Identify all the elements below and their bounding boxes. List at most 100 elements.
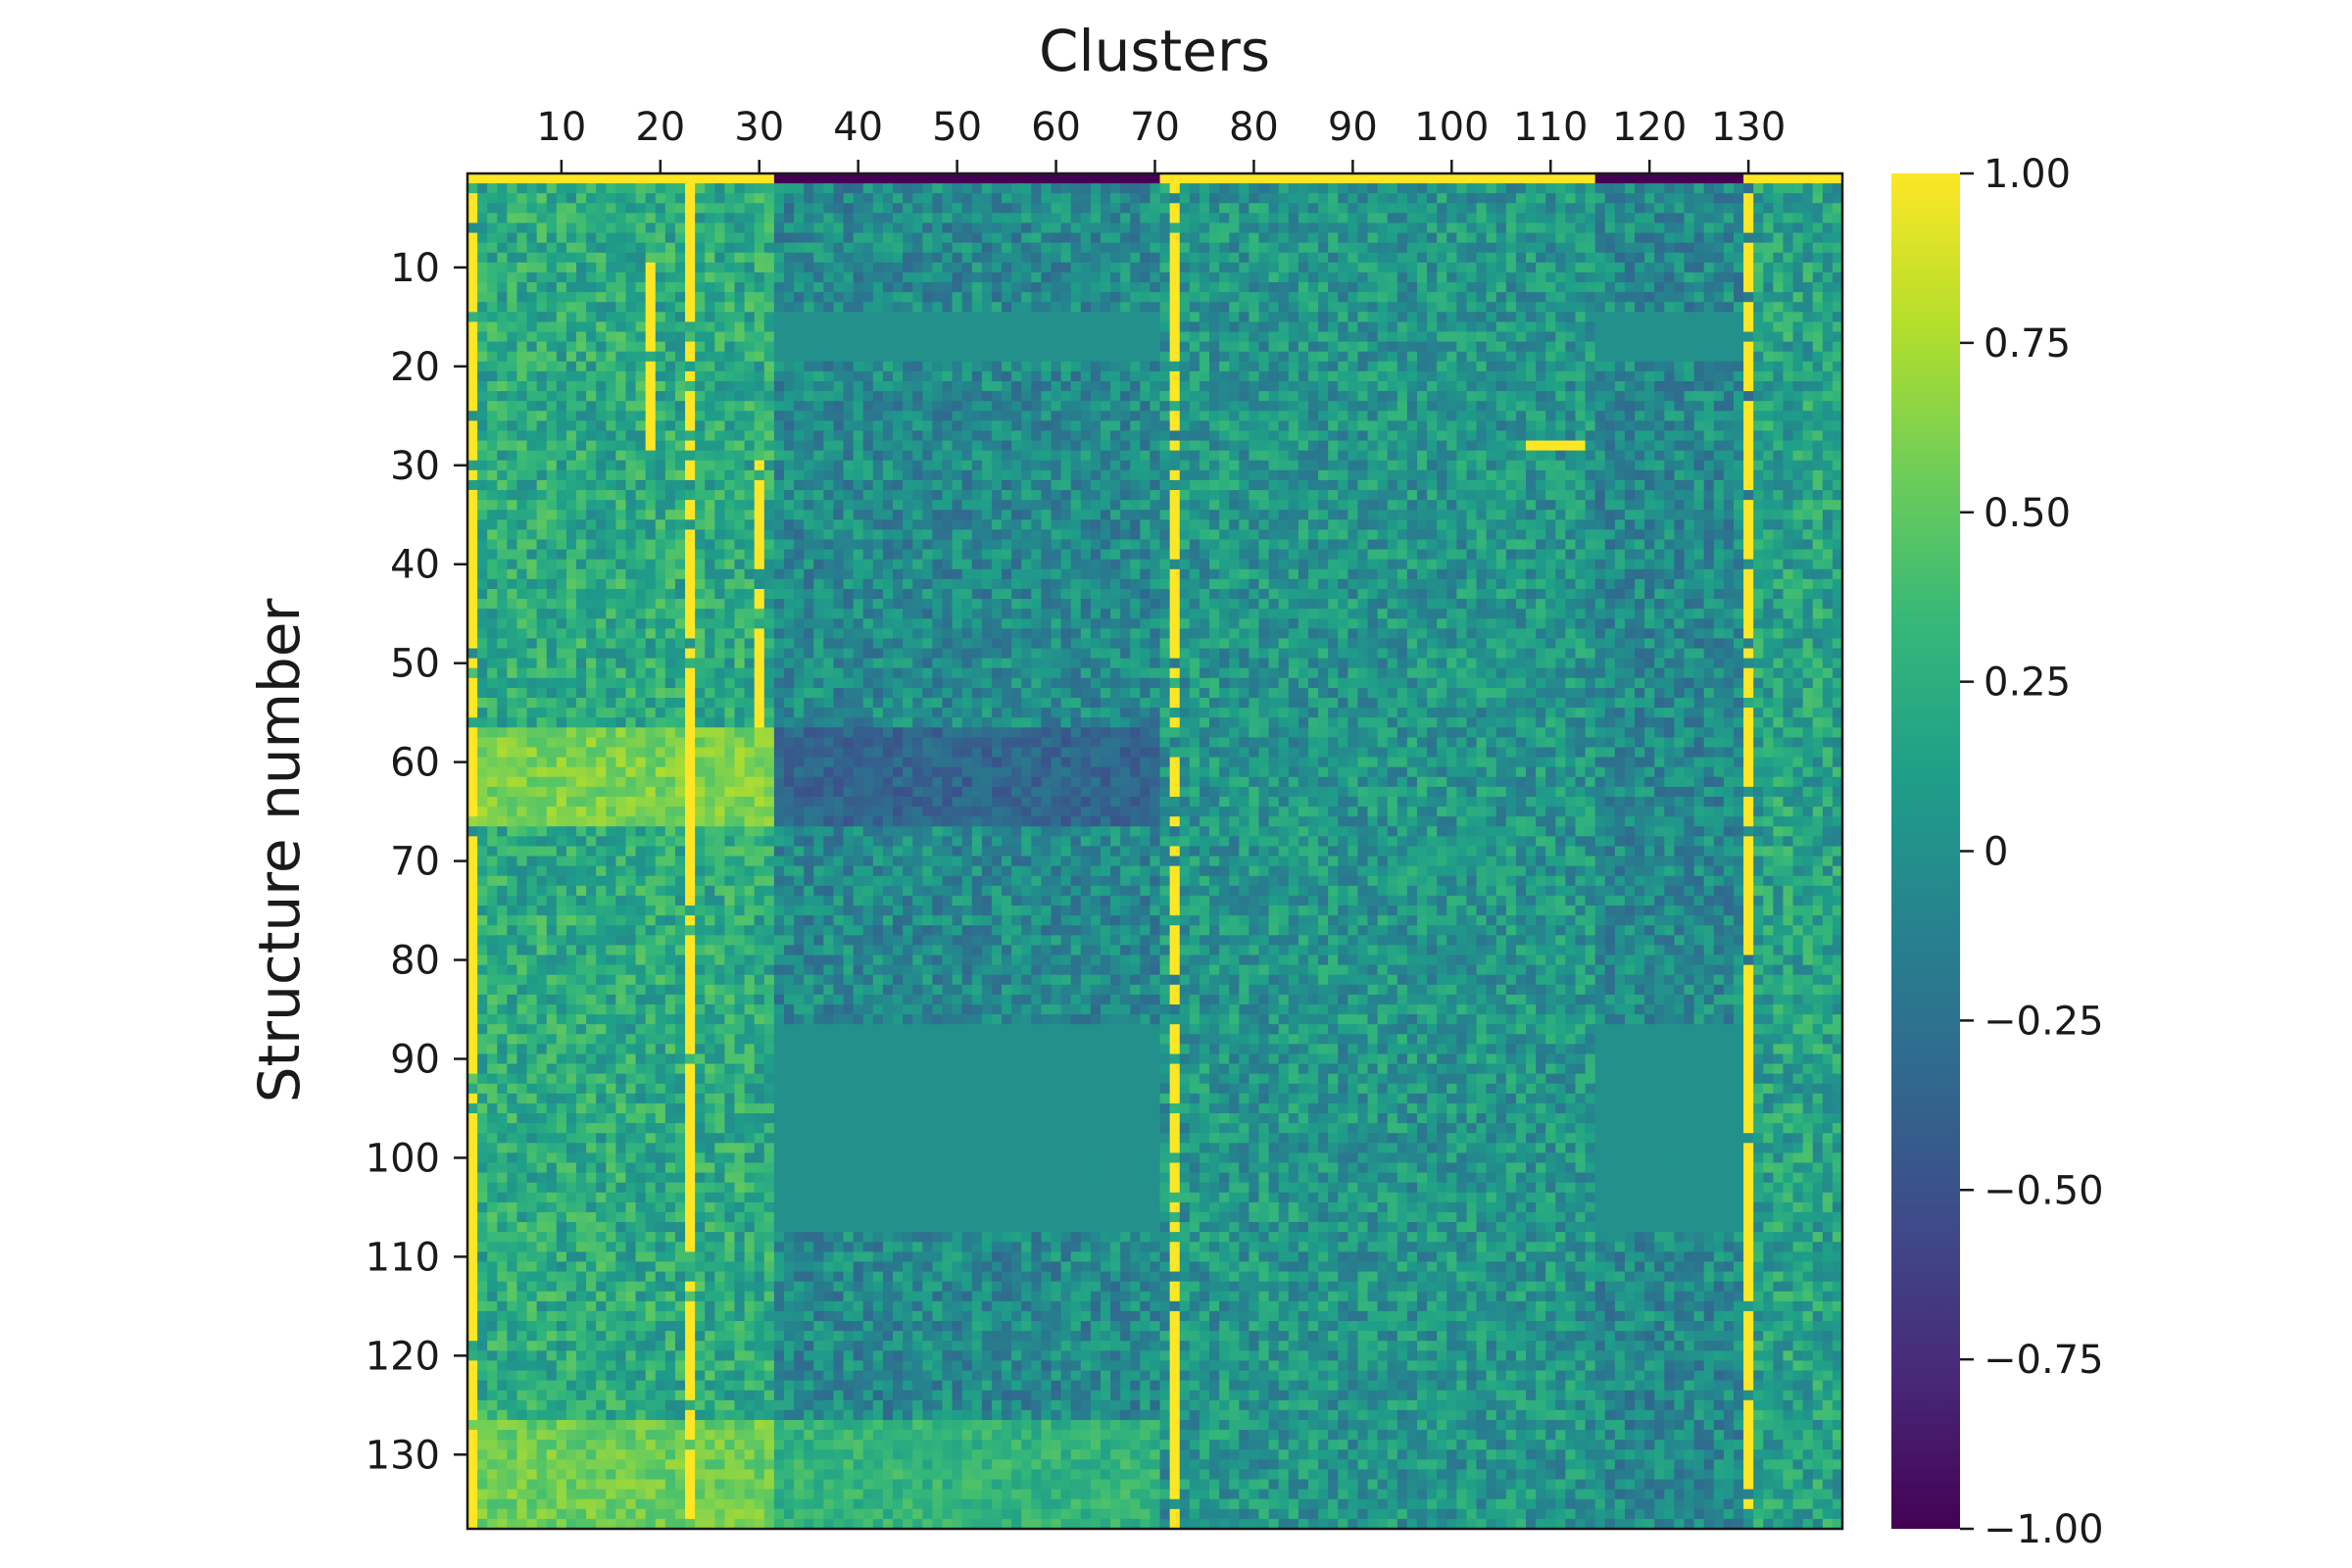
heatmap-cell: [893, 470, 904, 481]
heatmap-cell: [656, 519, 666, 530]
heatmap-cell: [1200, 222, 1210, 233]
heatmap-cell: [1586, 203, 1596, 214]
heatmap-cell: [844, 381, 855, 392]
heatmap-cell: [1625, 401, 1636, 412]
heatmap-cell: [1644, 420, 1655, 431]
heatmap-cell: [813, 243, 824, 254]
heatmap-cell: [1595, 371, 1606, 382]
heatmap-cell: [1348, 371, 1358, 382]
heatmap-cell: [557, 362, 567, 372]
heatmap-cell: [685, 401, 696, 412]
heatmap-cell: [764, 203, 775, 214]
heatmap-cell: [1061, 222, 1072, 233]
heatmap-cell: [586, 391, 597, 402]
heatmap-cell: [1625, 321, 1636, 332]
heatmap-cell: [656, 183, 666, 194]
heatmap-cell: [844, 312, 855, 322]
heatmap-cell: [1644, 292, 1655, 303]
heatmap-cell: [1427, 282, 1438, 293]
heatmap-cell: [932, 233, 943, 244]
heatmap-cell: [1753, 302, 1764, 313]
heatmap-cell: [1318, 470, 1329, 481]
heatmap-cell: [932, 222, 943, 233]
heatmap-cell: [1813, 342, 1824, 353]
heatmap-cell: [1605, 233, 1616, 244]
heatmap-cell: [646, 391, 657, 402]
heatmap-cell: [705, 282, 715, 293]
heatmap-cell: [1002, 490, 1012, 501]
heatmap-cell: [1605, 381, 1616, 392]
heatmap-cell: [873, 411, 884, 421]
heatmap-cell: [1328, 480, 1339, 491]
heatmap-cell: [606, 411, 616, 421]
heatmap-cell: [497, 272, 508, 283]
heatmap-cell: [1357, 183, 1368, 194]
heatmap-cell: [665, 282, 676, 293]
heatmap-cell: [823, 352, 834, 363]
heatmap-cell: [1704, 480, 1715, 491]
heatmap-cell: [1595, 411, 1606, 421]
heatmap-cell: [1011, 203, 1022, 214]
heatmap-cell: [1694, 203, 1705, 214]
heatmap-cell: [606, 391, 616, 402]
heatmap-cell: [774, 222, 785, 233]
heatmap-cell: [1803, 500, 1814, 511]
heatmap-cell: [1783, 312, 1793, 322]
heatmap-cell: [656, 321, 666, 332]
heatmap-cell: [1446, 203, 1457, 214]
heatmap-cell: [1328, 233, 1339, 244]
heatmap-cell: [883, 272, 894, 283]
heatmap-cell: [1269, 441, 1280, 452]
heatmap-cell: [1338, 500, 1348, 511]
heatmap-cell: [1545, 243, 1556, 254]
heatmap-cell: [1338, 292, 1348, 303]
heatmap-cell: [804, 233, 814, 244]
heatmap-cell: [1714, 420, 1725, 431]
heatmap-cell: [823, 263, 834, 273]
heatmap-cell: [705, 411, 715, 421]
heatmap-cell: [1279, 173, 1290, 184]
heatmap-cell: [833, 500, 844, 511]
heatmap-cell: [1239, 371, 1250, 382]
heatmap-cell: [487, 263, 498, 273]
heatmap-cell: [1052, 411, 1062, 421]
heatmap-cell: [1061, 401, 1072, 412]
heatmap-cell: [883, 381, 894, 392]
heatmap-cell: [1615, 312, 1626, 322]
heatmap-cell: [1170, 500, 1181, 511]
heatmap-cell: [784, 391, 795, 402]
heatmap-cell: [844, 272, 855, 283]
heatmap-cell: [1091, 203, 1102, 214]
heatmap-cell: [1793, 263, 1804, 273]
heatmap-cell: [1743, 401, 1754, 412]
heatmap-cell: [1644, 321, 1655, 332]
heatmap-cell: [1318, 193, 1329, 204]
heatmap-cell: [1388, 510, 1398, 520]
heatmap-cell: [735, 461, 746, 471]
heatmap-cell: [1328, 183, 1339, 194]
heatmap-cell: [1743, 381, 1754, 392]
heatmap-cell: [1734, 371, 1744, 382]
heatmap-cell: [1397, 401, 1408, 412]
heatmap-cell: [1545, 292, 1556, 303]
heatmap-cell: [1031, 282, 1042, 293]
heatmap-cell: [714, 263, 725, 273]
heatmap-cell: [1388, 332, 1398, 343]
heatmap-cell: [615, 362, 626, 372]
heatmap-cell: [1417, 510, 1428, 520]
heatmap-cell: [477, 510, 488, 520]
heatmap-cell: [1823, 391, 1834, 402]
heatmap-cell: [1348, 461, 1358, 471]
heatmap-cell: [1308, 332, 1319, 343]
heatmap-cell: [1487, 510, 1497, 520]
heatmap-cell: [1021, 243, 1032, 254]
heatmap-cell: [1555, 332, 1566, 343]
heatmap-cell: [606, 292, 616, 303]
heatmap-cell: [1170, 292, 1181, 303]
heatmap-cell: [1101, 461, 1111, 471]
heatmap-cell: [1477, 342, 1488, 353]
heatmap-cell: [665, 272, 676, 283]
heatmap-cell: [883, 302, 894, 313]
heatmap-cell: [497, 362, 508, 372]
heatmap-cell: [1338, 461, 1348, 471]
